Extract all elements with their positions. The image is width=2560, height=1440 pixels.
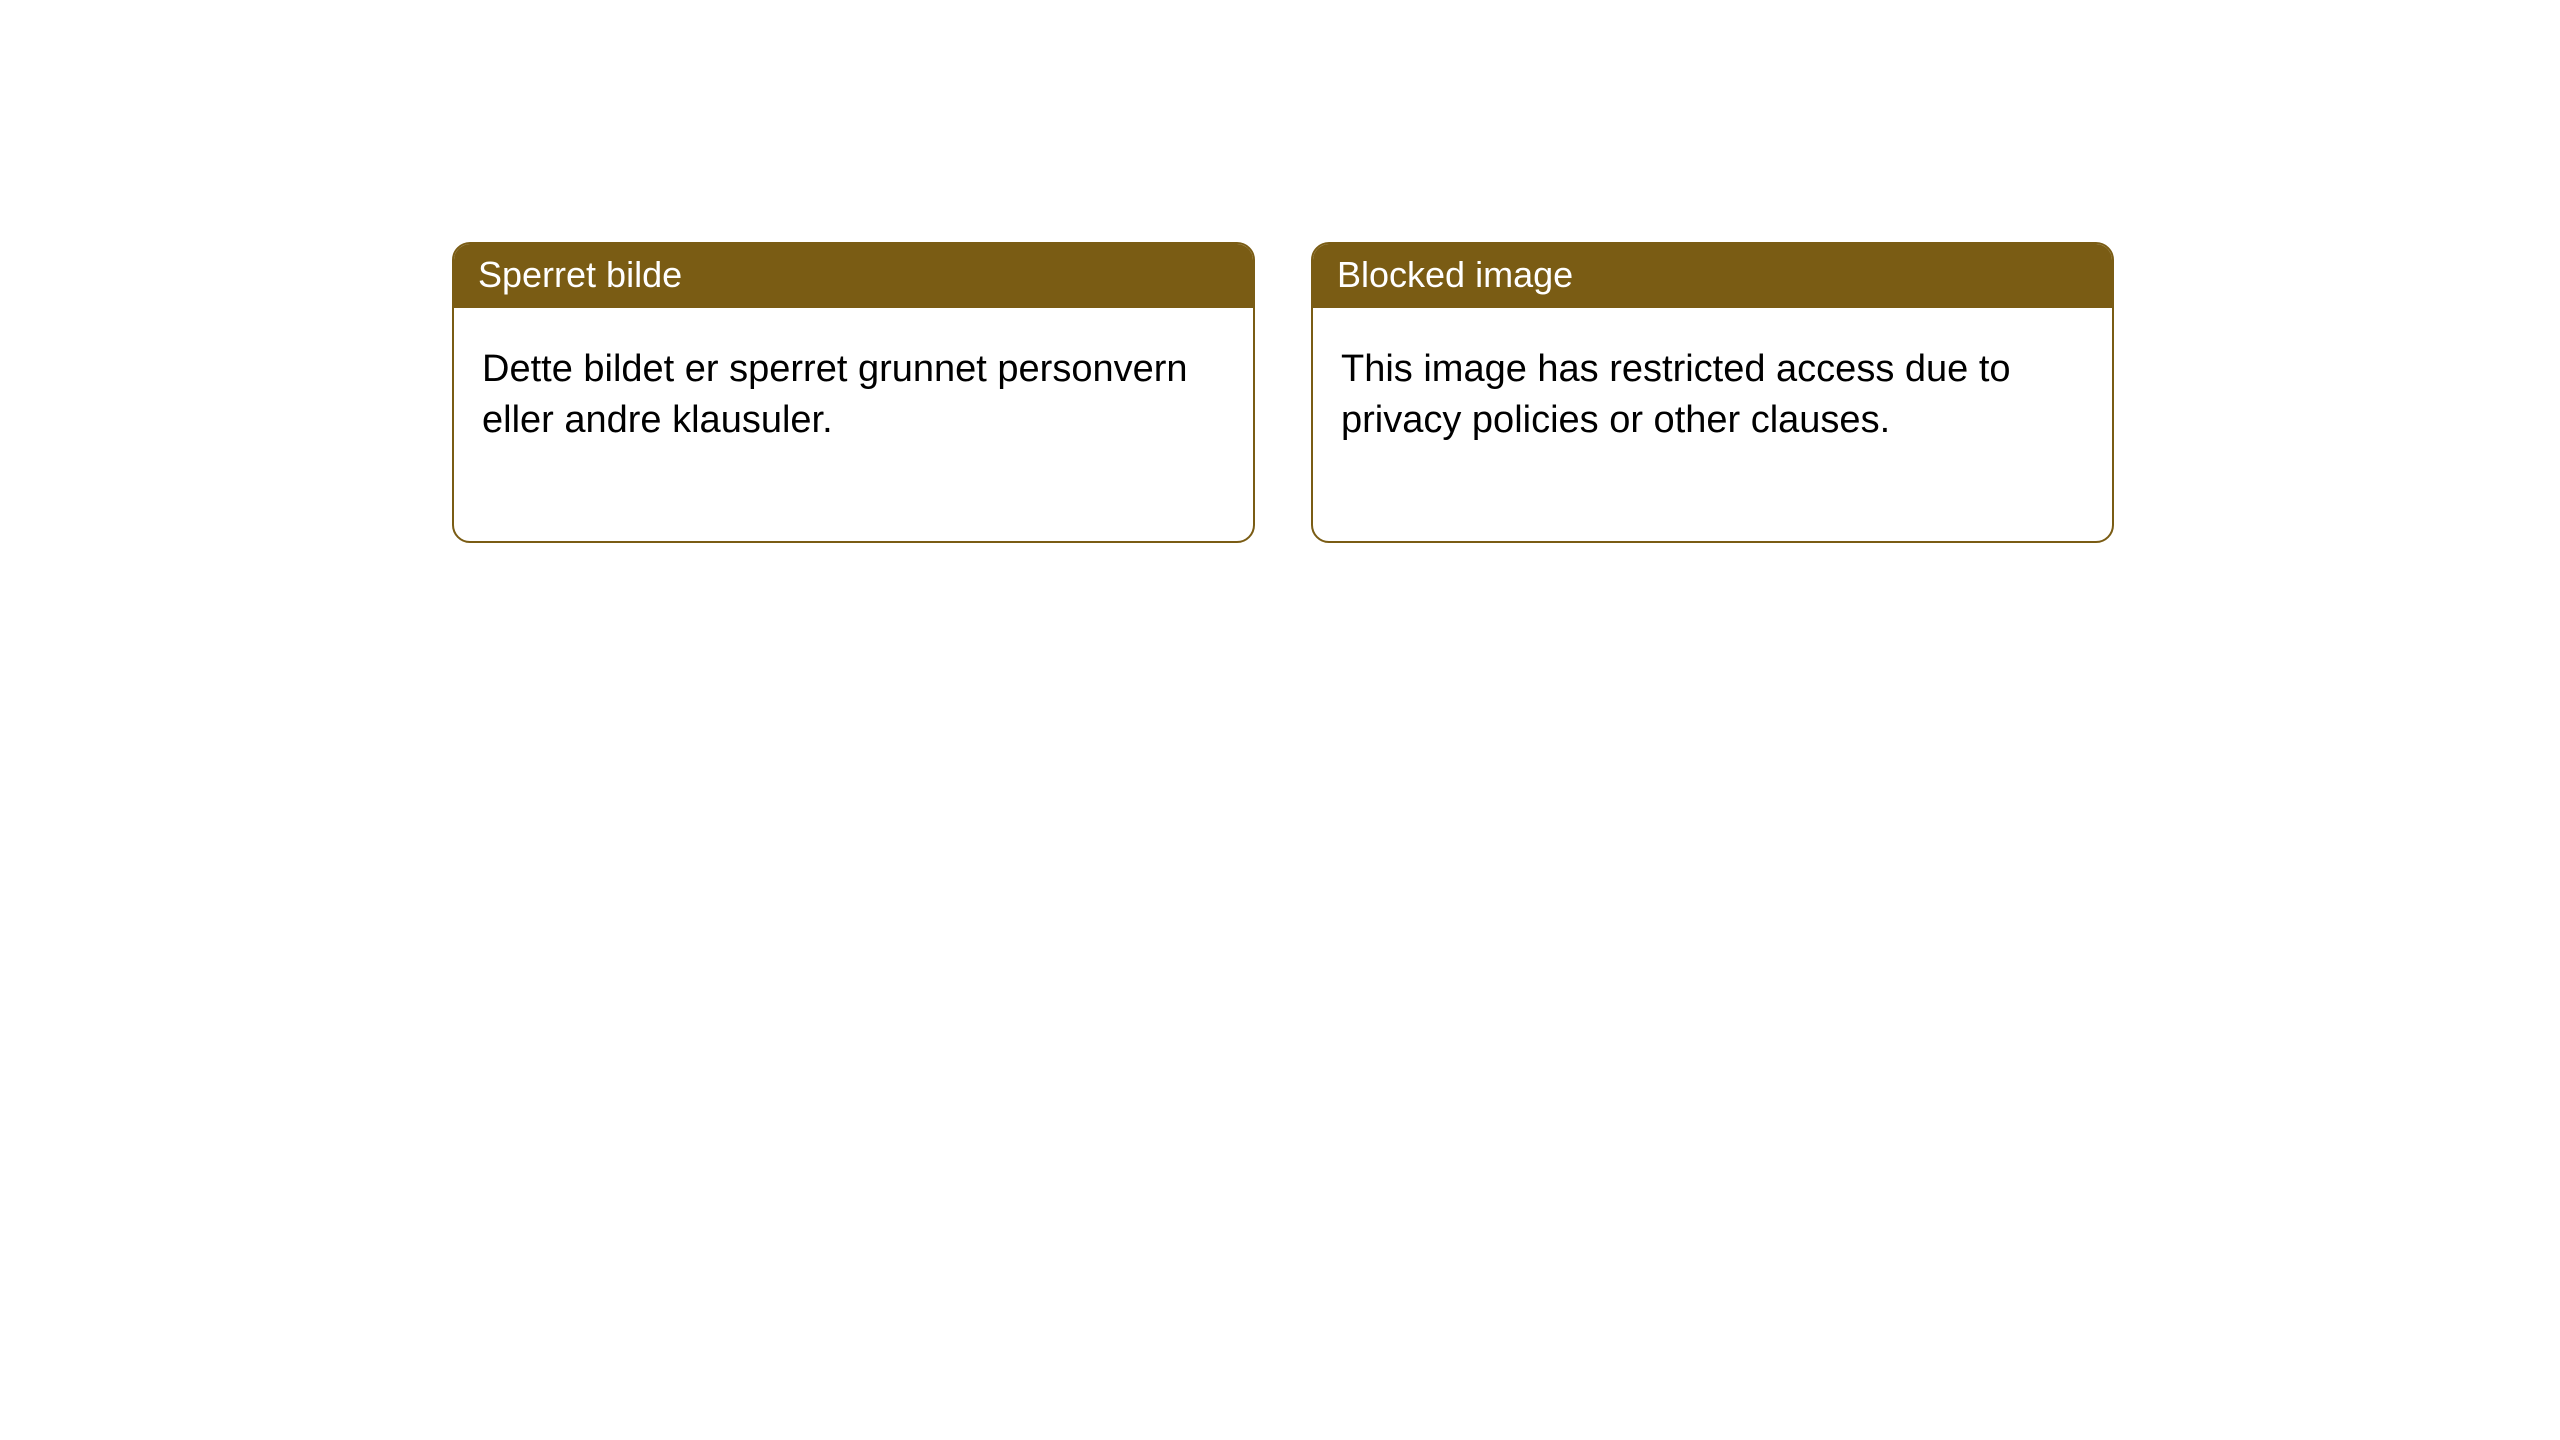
notice-text-no: Dette bildet er sperret grunnet personve…	[482, 348, 1188, 441]
notice-header-en: Blocked image	[1313, 244, 2112, 308]
notice-container: Sperret bilde Dette bildet er sperret gr…	[0, 0, 2560, 543]
notice-body-en: This image has restricted access due to …	[1313, 308, 2112, 541]
notice-text-en: This image has restricted access due to …	[1341, 348, 2011, 441]
notice-title-no: Sperret bilde	[478, 254, 682, 295]
notice-title-en: Blocked image	[1337, 254, 1573, 295]
notice-card-en: Blocked image This image has restricted …	[1311, 242, 2114, 543]
notice-card-no: Sperret bilde Dette bildet er sperret gr…	[452, 242, 1255, 543]
notice-header-no: Sperret bilde	[454, 244, 1253, 308]
notice-body-no: Dette bildet er sperret grunnet personve…	[454, 308, 1253, 541]
